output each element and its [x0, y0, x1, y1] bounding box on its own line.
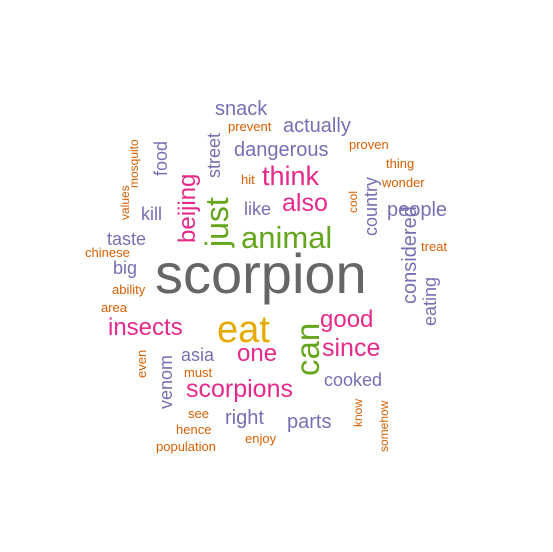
word-proven: proven [349, 137, 389, 152]
word-cooked: cooked [324, 370, 383, 390]
word-hit: hit [241, 172, 255, 187]
word-big: big [113, 258, 138, 278]
word-prevent: prevent [228, 119, 272, 134]
word-enjoy: enjoy [245, 431, 277, 446]
word-even: even [134, 349, 149, 378]
word-taste: taste [107, 229, 147, 249]
word-somehow: somehow [377, 400, 391, 452]
word-values: values [118, 185, 132, 220]
word-know: know [351, 398, 365, 427]
word-just: just [199, 197, 235, 247]
word-actually: actually [283, 115, 351, 137]
word-insects: insects [108, 314, 183, 341]
word-animal: animal [241, 220, 333, 255]
word-must: must [184, 365, 213, 380]
word-see: see [188, 406, 209, 421]
word-dangerous: dangerous [234, 139, 329, 161]
word-one: one [237, 340, 278, 367]
word-asia: asia [181, 345, 215, 365]
word-street: street [204, 132, 224, 178]
word-venom: venom [156, 354, 176, 409]
word-right: right [225, 407, 264, 429]
word-thing: thing [386, 156, 415, 171]
word-think: think [262, 161, 320, 191]
word-scorpion: scorpion [155, 242, 367, 305]
word-also: also [282, 189, 328, 217]
word-parts: parts [287, 411, 332, 433]
word-mosquito: mosquito [127, 139, 141, 188]
word-since: since [322, 334, 381, 362]
word-cool: cool [346, 190, 360, 213]
word-country: country [361, 176, 381, 236]
word-wonder: wonder [382, 175, 425, 190]
word-considered: considered [399, 206, 421, 304]
word-scorpions: scorpions [186, 375, 293, 403]
word-area: area [101, 300, 128, 315]
word-treat: treat [421, 239, 448, 254]
word-population: population [156, 439, 216, 454]
word-like: like [244, 199, 272, 219]
word-kill: kill [141, 204, 162, 224]
word-good: good [320, 306, 374, 333]
word-food: food [151, 140, 171, 176]
word-people: people [387, 199, 448, 221]
word-snack: snack [215, 98, 268, 120]
word-ability: ability [112, 282, 146, 297]
word-eating: eating [420, 276, 440, 326]
word-chinese: chinese [85, 245, 130, 260]
word-eat: eat [217, 309, 270, 351]
word-hence: hence [176, 422, 212, 437]
word-beijing: beijing [174, 173, 201, 243]
